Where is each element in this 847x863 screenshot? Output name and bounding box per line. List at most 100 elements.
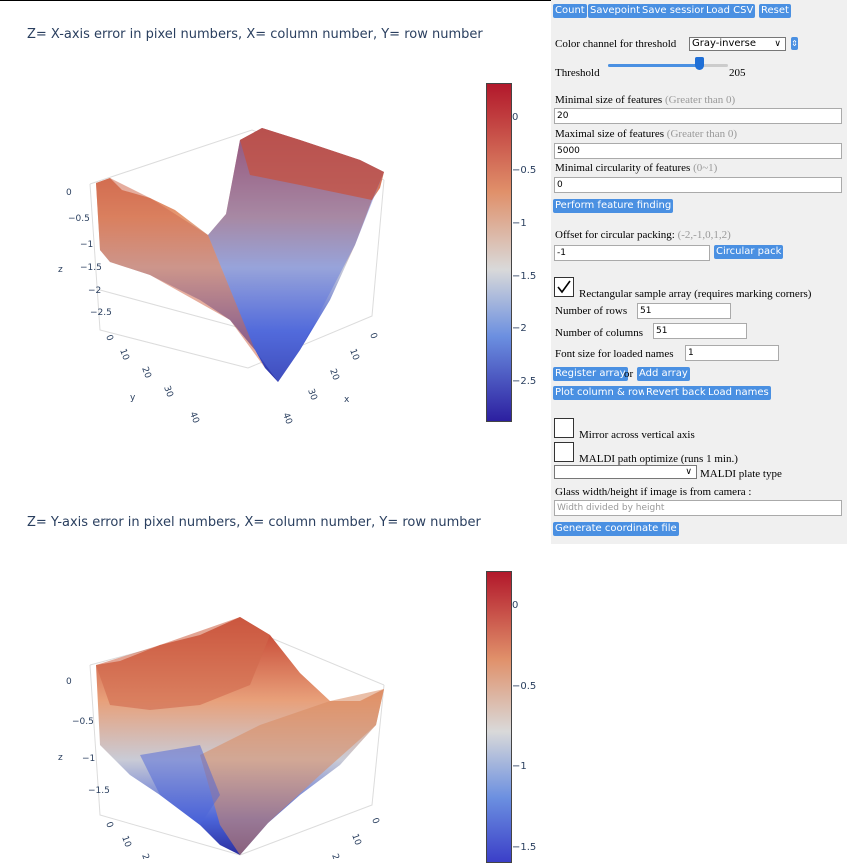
glass-ratio-label: Glass width/height if image is from came…: [555, 486, 752, 498]
revert-back-button[interactable]: Revert back: [644, 386, 708, 400]
info-icon[interactable]: ⇕: [791, 37, 798, 50]
maldi-checkbox[interactable]: [554, 442, 574, 462]
reset-button[interactable]: Reset: [759, 4, 791, 18]
x-tick: 10: [349, 833, 362, 847]
maldi-label: MALDI path optimize (runs 1 min.): [579, 453, 738, 465]
chevron-down-icon: ∨: [685, 467, 692, 477]
threshold-slider-fill: [608, 64, 700, 67]
count-button[interactable]: Count: [553, 4, 587, 18]
axis-ticks: 0 −0.5 −1 −1.5 z 0 10 20 0 10 20: [58, 677, 381, 859]
y-tick: 20: [139, 853, 152, 859]
z-tick: 0: [66, 188, 72, 198]
surface-plot-3d[interactable]: 0 −0.5 −1 −1.5 z 0 10 20 0 10 20: [0, 505, 548, 859]
or-text: or: [624, 368, 634, 380]
x-tick: 20: [327, 368, 340, 382]
rectangular-array-checkbox[interactable]: [554, 277, 574, 297]
threshold-value: 205: [729, 67, 746, 79]
colorbar: [486, 571, 512, 863]
color-channel-value: Gray-inverse: [692, 38, 756, 49]
offset-label: Offset for circular packing: (-2,-1,0,1,…: [555, 229, 731, 241]
rectangular-array-label: Rectangular sample array (requires marki…: [579, 288, 812, 300]
y-axis-label: y: [130, 393, 136, 403]
max-size-label: Maximal size of features (Greater than 0…: [555, 128, 738, 140]
y-tick: 0: [103, 821, 114, 830]
x-tick: 0: [367, 332, 378, 341]
z-tick: −1.5: [80, 263, 102, 273]
y-tick: 30: [161, 385, 174, 399]
colorbar-tick: −0.5: [512, 165, 537, 176]
x-tick: 0: [369, 817, 380, 826]
surface-plot-3d[interactable]: 0 −0.5 −1 −1.5 −2 −2.5 z 0 10 20 30 40 y…: [0, 0, 548, 505]
colorbar-tick: −1: [512, 761, 527, 772]
threshold-slider-thumb[interactable]: [695, 57, 704, 70]
axis-ticks: 0 −0.5 −1 −1.5 −2 −2.5 z 0 10 20 30 40 y…: [58, 188, 379, 426]
generate-coordinate-file-button[interactable]: Generate coordinate file: [553, 522, 679, 536]
z-axis-label: z: [58, 753, 63, 763]
color-channel-label: Color channel for threshold: [555, 38, 677, 50]
min-size-label: Minimal size of features (Greater than 0…: [555, 94, 736, 106]
z-tick: −0.5: [72, 717, 94, 727]
x-tick: 20: [329, 853, 342, 859]
savepoint-button[interactable]: Savepoint: [588, 4, 643, 18]
load-names-button[interactable]: Load names: [706, 386, 771, 400]
rows-label: Number of rows: [555, 305, 628, 317]
cols-label: Number of columns: [555, 327, 643, 339]
z-tick: −1.5: [88, 786, 110, 796]
x-axis-label: x: [344, 395, 350, 405]
threshold-label: Threshold: [555, 67, 600, 79]
perform-feature-finding-button[interactable]: Perform feature finding: [553, 199, 674, 213]
font-size-label: Font size for loaded names: [555, 348, 674, 360]
load-csv-button[interactable]: Load CSV: [704, 4, 756, 18]
max-size-input[interactable]: 5000: [554, 143, 842, 159]
x-tick: 10: [347, 348, 360, 362]
plot-x-error[interactable]: Z= X-axis error in pixel numbers, X= col…: [0, 0, 548, 505]
mirror-checkbox[interactable]: [554, 418, 574, 438]
glass-ratio-input[interactable]: Width divided by height: [554, 500, 842, 516]
maldi-plate-label: MALDI plate type: [700, 468, 782, 480]
plot-title: Z= X-axis error in pixel numbers, X= col…: [27, 27, 483, 42]
circular-pack-button[interactable]: Circular pack: [714, 245, 784, 259]
offset-input[interactable]: -1: [554, 245, 710, 261]
surface-x-error: [96, 128, 384, 382]
color-channel-select[interactable]: Gray-inverse ∨: [689, 37, 786, 51]
z-tick: −1: [80, 240, 93, 250]
colorbar-tick: 0: [512, 600, 519, 611]
plot-column-row-button[interactable]: Plot column & row: [553, 386, 649, 400]
plot-y-error[interactable]: Z= Y-axis error in pixel numbers, X= col…: [0, 505, 548, 863]
min-circularity-input[interactable]: 0: [554, 177, 842, 193]
z-tick: −0.5: [68, 214, 90, 224]
z-tick: −2: [88, 286, 101, 296]
font-size-input[interactable]: 1: [685, 345, 779, 361]
y-tick: 0: [103, 334, 114, 343]
z-tick: 0: [66, 677, 72, 687]
colorbar-tick: −2.5: [512, 376, 537, 387]
y-tick: 10: [117, 348, 130, 362]
x-tick: 30: [305, 388, 318, 402]
min-size-input[interactable]: 20: [554, 108, 842, 124]
add-array-button[interactable]: Add array: [637, 367, 690, 381]
y-tick: 10: [119, 835, 132, 849]
colorbar-tick: −1.5: [512, 842, 537, 853]
z-axis-label: z: [58, 265, 63, 275]
colorbar-tick: 0: [512, 112, 519, 123]
cols-input[interactable]: 51: [653, 323, 747, 339]
rows-input[interactable]: 51: [637, 303, 731, 319]
y-tick: 40: [187, 411, 200, 425]
mirror-label: Mirror across vertical axis: [579, 429, 695, 441]
top-border: [0, 0, 847, 1]
z-tick: −2.5: [90, 308, 112, 318]
checkmark-icon: [557, 280, 571, 294]
x-tick: 40: [280, 412, 293, 426]
colorbar-tick: −1.5: [512, 271, 537, 282]
maldi-plate-select[interactable]: ∨: [554, 465, 697, 479]
colorbar-tick: −1: [512, 218, 527, 229]
register-array-button[interactable]: Register array: [553, 367, 628, 381]
control-panel: Count Savepoint Save session Load CSV Re…: [551, 0, 847, 544]
colorbar-tick: −2: [512, 323, 527, 334]
y-tick: 20: [139, 366, 152, 380]
min-circularity-label: Minimal circularity of features (0~1): [555, 162, 718, 174]
colorbar: [486, 83, 512, 422]
chevron-down-icon: ∨: [774, 39, 781, 49]
save-session-button[interactable]: Save session: [640, 4, 709, 18]
plot-title: Z= Y-axis error in pixel numbers, X= col…: [27, 515, 481, 530]
